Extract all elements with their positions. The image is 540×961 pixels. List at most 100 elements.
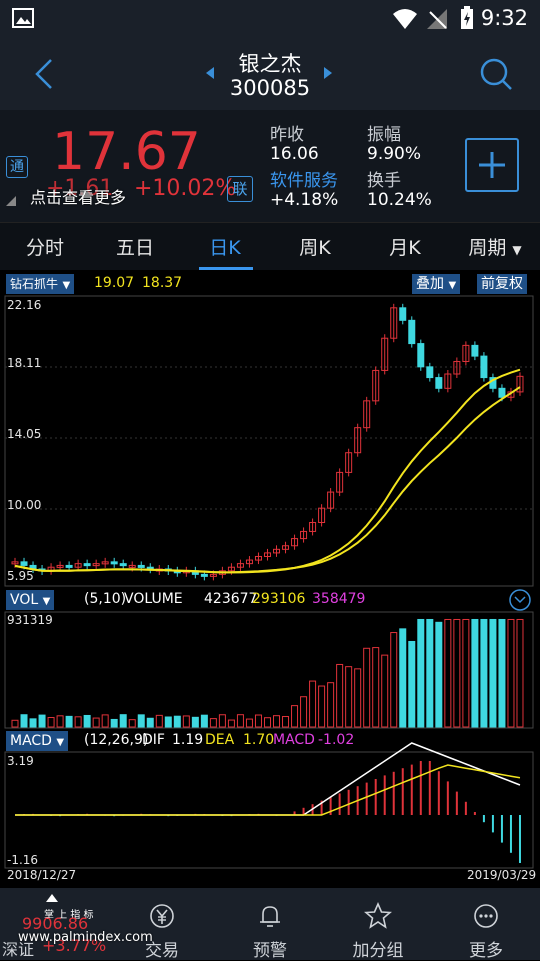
back-icon[interactable] xyxy=(34,58,54,90)
rotate-icon[interactable] xyxy=(508,588,532,612)
volume-bar xyxy=(489,618,497,728)
candle-body xyxy=(92,563,100,567)
kline-indicator-select[interactable]: 钻石抓牛 ▼ xyxy=(6,274,75,294)
volume-bar xyxy=(336,663,344,728)
quote-panel[interactable]: 通 17.67 +1.61 +10.02% 点击查看更多 联 昨收 16.06 … xyxy=(0,110,540,222)
lian-badge[interactable]: 联 xyxy=(227,176,253,202)
overlay-select[interactable]: 叠加 ▼ xyxy=(412,274,461,294)
corner-arrow-icon xyxy=(6,196,16,206)
volume-bar xyxy=(92,717,100,728)
volume-bar xyxy=(236,714,244,728)
tab-weekly-k[interactable]: 周K xyxy=(299,237,331,259)
candle-body xyxy=(408,319,416,345)
nav-trade[interactable]: 交易 xyxy=(108,888,216,961)
tab-five-day[interactable]: 五日 xyxy=(115,237,154,259)
nav-more[interactable]: 更多 xyxy=(432,888,540,961)
candle-body xyxy=(435,377,443,389)
wifi-icon xyxy=(393,9,417,29)
more-icon xyxy=(474,904,498,928)
candle-body xyxy=(372,369,380,402)
macd-bottom-label: -1.16 xyxy=(7,853,39,867)
volume-bar xyxy=(372,647,380,728)
turnover-value: 10.24% xyxy=(367,190,432,210)
nav-add-group[interactable]: 加分组 xyxy=(324,888,432,961)
volume-bar xyxy=(38,714,46,728)
macd-value: -1.02 xyxy=(318,732,355,748)
price-change: +1.61 xyxy=(46,176,114,201)
candle-body xyxy=(498,387,506,398)
candle-body xyxy=(110,561,118,565)
sector-change: +4.18% xyxy=(270,190,339,210)
add-watchlist-button[interactable] xyxy=(465,138,519,192)
sector-label[interactable]: 软件服务 xyxy=(270,171,338,191)
volume-bar xyxy=(363,647,371,728)
candle-body xyxy=(65,564,73,568)
tab-period[interactable]: 周期 ▼ xyxy=(450,233,540,260)
stock-header: 银之杰 300085 xyxy=(0,38,540,110)
moving-average-line xyxy=(14,368,521,574)
chart-area: 钻石抓牛 ▼ 19.07 18.37 叠加 ▼ 前复权 VOL ▼ (5,10)… xyxy=(0,270,540,888)
volume-bar xyxy=(327,682,335,728)
volume-bar xyxy=(245,718,253,728)
candle-body xyxy=(245,559,253,565)
kline-chart-svg[interactable] xyxy=(0,270,540,888)
adjust-button[interactable]: 前复权 xyxy=(477,274,527,294)
volume-bar xyxy=(291,705,299,728)
volume-bar xyxy=(20,714,28,728)
volume-bar xyxy=(119,714,127,728)
volume-bar xyxy=(128,719,136,728)
volume-bar xyxy=(417,618,425,728)
macd-top-label: 3.19 xyxy=(7,754,34,768)
volume-bar xyxy=(146,717,154,728)
y-label-bottom: 5.95 xyxy=(7,569,34,583)
nav-add-group-label: 加分组 xyxy=(352,941,404,961)
tab-monthly-k[interactable]: 月K xyxy=(389,237,421,259)
volume-bar xyxy=(29,718,37,728)
macd-indicator-select[interactable]: MACD ▼ xyxy=(6,731,69,751)
dea-line xyxy=(15,764,521,816)
tab-intraday[interactable]: 分时 xyxy=(25,237,64,259)
index-name: 深证 xyxy=(2,940,35,959)
volume-params: (5,10) xyxy=(84,591,127,607)
y-label-2: 18.11 xyxy=(7,356,42,370)
no-signal-icon xyxy=(427,9,447,29)
tab-daily-k[interactable]: 日K xyxy=(209,237,241,259)
candle-body xyxy=(417,343,425,368)
volume-panel-frame xyxy=(4,611,534,729)
volume-bar xyxy=(74,716,82,728)
index-value: 9906.86 xyxy=(22,914,89,933)
chevron-down-icon: ▼ xyxy=(56,737,65,748)
candle-body xyxy=(83,563,91,567)
y-label-top: 22.16 xyxy=(7,298,42,312)
candle-body xyxy=(291,538,299,547)
index-ticker[interactable]: 掌 上 指 标 9906.86 深证 +3.77% www.palmindex.… xyxy=(0,888,153,960)
search-icon[interactable] xyxy=(478,56,514,92)
prev-stock-icon[interactable] xyxy=(204,66,216,80)
date-start: 2018/12/27 xyxy=(7,868,77,882)
bottom-nav: 掌 上 指 标 9906.86 深证 +3.77% www.palmindex.… xyxy=(0,888,540,961)
candle-body xyxy=(318,507,326,523)
y-label-3: 14.05 xyxy=(7,427,42,441)
volume-bar xyxy=(191,716,199,728)
volume-bar xyxy=(435,621,443,728)
candle-body xyxy=(345,452,353,473)
volume-label: VOLUME xyxy=(124,591,183,607)
nav-alert[interactable]: 预警 xyxy=(216,888,324,961)
volume-bar xyxy=(164,716,172,728)
turnover-label: 换手 xyxy=(367,171,401,191)
candle-body xyxy=(462,344,470,362)
volume-bar xyxy=(101,714,109,728)
chevron-down-icon: ▼ xyxy=(512,243,522,257)
more-hint[interactable]: 点击查看更多 xyxy=(30,188,127,207)
volume-bar xyxy=(218,714,226,728)
candle-body xyxy=(282,545,290,550)
battery-icon xyxy=(461,6,473,29)
volume-value: 423677 xyxy=(204,591,258,607)
volume-indicator-select[interactable]: VOL ▼ xyxy=(6,590,55,610)
period-tabs: 分时 五日 日K 周K 月K 周期 ▼ xyxy=(0,222,540,271)
next-stock-icon[interactable] xyxy=(322,66,334,80)
volume-bar xyxy=(137,714,145,728)
overlay-label: 叠加 xyxy=(416,276,444,292)
volume-bar xyxy=(516,618,524,728)
volume-bar xyxy=(309,680,317,728)
